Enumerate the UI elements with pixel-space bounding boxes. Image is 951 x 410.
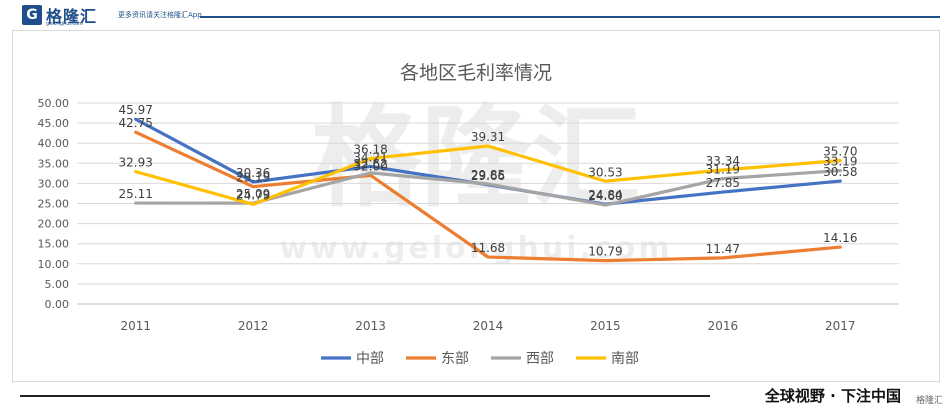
series-line-南部 [134, 144, 842, 206]
gridlines [77, 102, 899, 305]
brand-logo: G 格隆汇 [22, 3, 97, 27]
y-tick-label: 15.00 [38, 238, 70, 251]
y-axis-ticks: 0.00 5.00 10.00 15.00 20.00 25.00 30.00 35.00 40… [38, 97, 70, 311]
chart-title: 各地区毛利率情况 [400, 62, 552, 84]
series-line-东部 [134, 130, 842, 263]
footer-brand: 格隆汇 [915, 396, 943, 406]
data-label: 29.19 [236, 171, 270, 185]
x-tick-label: 2013 [355, 319, 386, 333]
data-label: 29.85 [471, 168, 505, 182]
footer: 全球视野 · 下注中国 格隆汇 [0, 383, 951, 410]
x-tick-label: 2012 [238, 319, 269, 333]
data-label: 30.58 [823, 165, 857, 179]
y-tick-label: 30.00 [38, 177, 70, 190]
header-tagline: 更多资讯请关注格隆汇App [118, 11, 202, 19]
data-label: 39.31 [471, 130, 505, 144]
logo-g-icon: G [22, 5, 42, 25]
footer-divider [20, 395, 710, 397]
series-lines [134, 117, 842, 263]
data-label: 25.11 [119, 187, 153, 201]
data-label: 35.70 [823, 144, 857, 158]
data-label: 33.34 [706, 154, 740, 168]
data-label: 42.75 [119, 116, 153, 130]
y-tick-label: 40.00 [38, 137, 70, 150]
y-tick-label: 45.00 [38, 117, 70, 130]
header: G 格隆汇 gelonghui.com 更多资讯请关注格隆汇App [0, 0, 951, 30]
y-tick-label: 20.00 [38, 218, 70, 231]
data-label: 32.00 [353, 159, 387, 173]
data-label: 30.36 [236, 166, 270, 180]
data-label: 32.62 [353, 157, 387, 171]
y-tick-label: 10.00 [38, 258, 70, 271]
brand-name: 格隆汇 [46, 7, 98, 26]
data-label: 36.18 [353, 143, 387, 157]
header-divider [200, 16, 940, 18]
data-label: 34.21 [353, 150, 387, 164]
y-tick-label: 5.00 [45, 278, 70, 291]
legend-label: 南部 [611, 351, 639, 367]
data-label: 24.84 [588, 188, 622, 202]
data-label: 32.93 [119, 156, 153, 170]
footer-slogan: 全球视野 · 下注中国 [764, 387, 901, 405]
data-label: 11.68 [471, 241, 505, 255]
legend-label: 东部 [441, 351, 469, 367]
line-chart: 格隆汇 www.gelonghui.com 各地区毛利率情况 0.005.001… [38, 62, 899, 367]
x-tick-label: 2011 [120, 319, 151, 333]
data-label: 29.66 [471, 169, 505, 183]
data-label: 27.85 [706, 176, 740, 190]
brand-url: gelonghui.com [46, 21, 84, 27]
legend-label: 中部 [356, 351, 384, 367]
y-tick-label: 50.00 [38, 97, 70, 110]
legend-label: 西部 [526, 351, 554, 367]
data-label: 24.79 [236, 188, 270, 202]
data-label: 24.60 [588, 189, 622, 203]
data-label: 10.79 [588, 245, 622, 259]
x-tick-label: 2014 [473, 319, 504, 333]
y-tick-label: 25.00 [38, 198, 70, 211]
data-label: 25.09 [236, 187, 270, 201]
data-label: 31.19 [706, 163, 740, 177]
y-tick-label: 35.00 [38, 157, 70, 170]
x-tick-label: 2016 [708, 319, 739, 333]
legend: 中部 东部 西部 南部 [321, 351, 639, 367]
y-tick-label: 0.00 [45, 298, 70, 311]
chart-frame: 格隆汇 www.gelonghui.com 各地区毛利率情况 0.00 5.00 1… [12, 30, 940, 382]
data-label: 30.53 [588, 165, 622, 179]
data-label: 45.97 [119, 103, 153, 117]
x-tick-label: 2017 [825, 319, 856, 333]
data-label: 11.47 [706, 242, 740, 256]
x-axis-ticks: 2011 2012 2013 2014 2015 2016 2017 [120, 319, 855, 333]
data-label: 14.16 [823, 231, 857, 245]
data-labels: 45.97 30.36 34.21 29.66 24.84 27.85 30.58 42.75… [119, 103, 858, 258]
x-tick-label: 2015 [590, 319, 621, 333]
data-label: 33.19 [823, 155, 857, 169]
